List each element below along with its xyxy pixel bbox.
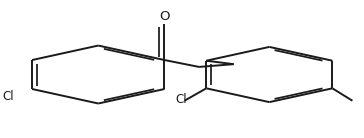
Text: O: O	[159, 10, 170, 23]
Text: Cl: Cl	[3, 90, 14, 103]
Text: Cl: Cl	[175, 93, 187, 106]
